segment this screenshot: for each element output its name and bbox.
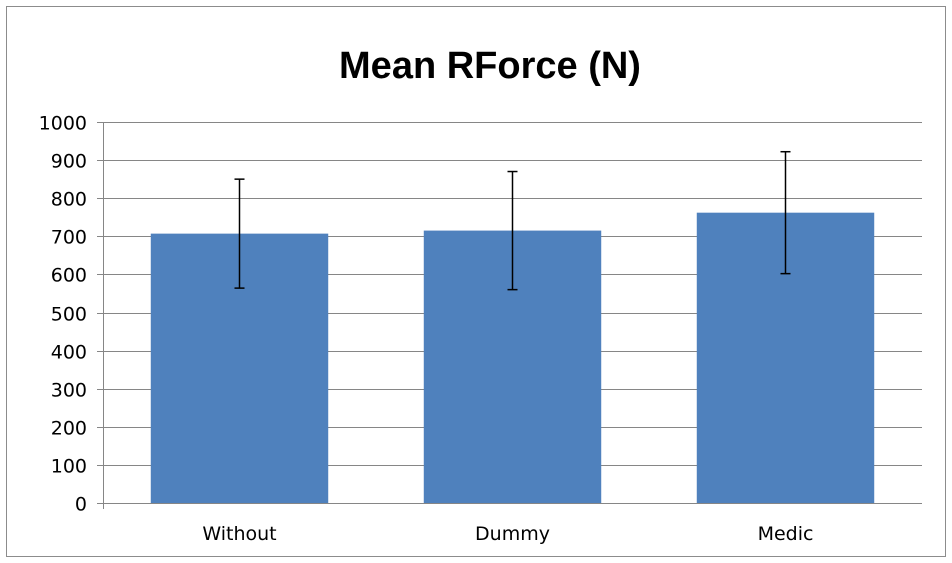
- y-axis-tick-labels: 0 100 200 300 400 500 600 700 800 900 1000: [39, 113, 87, 516]
- y-tick-label-600: 600: [51, 265, 87, 287]
- y-tick-label-300: 300: [51, 380, 87, 402]
- y-tick-label-0: 0: [75, 494, 87, 516]
- y-tick-label-1000: 1000: [39, 113, 87, 135]
- y-tick-label-400: 400: [51, 342, 87, 364]
- error-bars: [234, 150, 791, 291]
- error-bar-medic: [780, 150, 791, 275]
- chart-title: Mean RForce (N): [339, 45, 641, 87]
- y-tick-label-500: 500: [51, 304, 87, 326]
- error-bar-dummy: [507, 170, 518, 291]
- x-axis-tick-labels: Without Dummy Medic: [202, 523, 813, 545]
- y-tick-label-100: 100: [51, 456, 87, 478]
- y-tick-label-700: 700: [51, 227, 87, 249]
- x-tick-label-dummy: Dummy: [475, 523, 550, 545]
- y-tick-label-200: 200: [51, 418, 87, 440]
- x-tick-label-without: Without: [202, 523, 276, 545]
- y-tick-label-800: 800: [51, 189, 87, 211]
- y-tick-label-900: 900: [51, 151, 87, 173]
- x-tick-label-medic: Medic: [758, 523, 814, 545]
- error-bar-without: [234, 178, 245, 289]
